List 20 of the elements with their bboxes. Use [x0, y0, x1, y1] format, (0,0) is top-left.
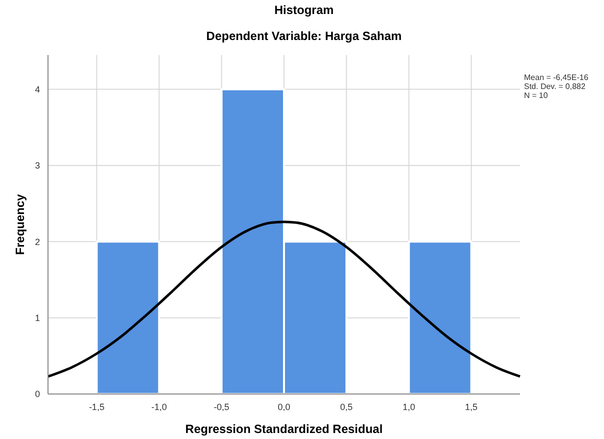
chart-subtitle: Dependent Variable: Harga Saham: [206, 29, 402, 43]
x-axis-title: Regression Standardized Residual: [185, 422, 383, 436]
x-tick-label: -0,5: [214, 402, 230, 412]
y-tick-label: 4: [34, 84, 40, 94]
text: Mean = -6,45E-16: [524, 73, 589, 82]
x-tick-label: 0,5: [340, 402, 353, 412]
text: Std. Dev. = 0,882: [524, 82, 586, 91]
x-tick-label: 1,5: [465, 402, 478, 412]
y-axis-title: Frequency: [13, 194, 27, 255]
x-tick-label: -1,5: [88, 402, 104, 412]
x-tick-label: -1,0: [151, 402, 167, 412]
y-tick-label: 1: [34, 312, 40, 323]
y-tick-label: 2: [34, 236, 40, 247]
text: N = 10: [524, 91, 548, 100]
line-series: [46, 220, 522, 378]
x-tick-label: 0,0: [278, 402, 290, 412]
x-tick-label: 1,0: [402, 402, 416, 412]
y-tick-label: 0: [34, 389, 40, 400]
chart-title: Histogram: [274, 3, 334, 17]
y-tick-label: 3: [34, 160, 40, 171]
